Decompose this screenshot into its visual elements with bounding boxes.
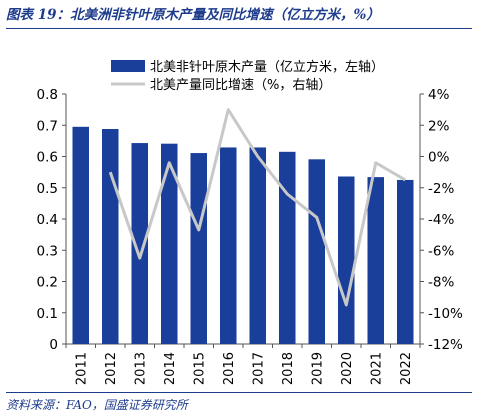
bar-2020 — [337, 176, 355, 344]
x-tick-label: 2020 — [340, 352, 355, 385]
y-left-tick-label: 0.4 — [37, 212, 58, 228]
y-left-tick-label: 0.8 — [37, 87, 58, 103]
title-rule — [6, 28, 472, 29]
x-tick-label: 2012 — [104, 352, 119, 385]
x-tick-label: 2015 — [192, 352, 207, 385]
bar-2015 — [190, 153, 208, 344]
y-right-tick-label: -4% — [428, 212, 454, 228]
y-right-tick-label: 0% — [428, 150, 450, 166]
y-right-tick-label: -2% — [428, 181, 454, 197]
bar-2019 — [308, 159, 326, 344]
bar-2022 — [396, 179, 414, 344]
y-left-tick-label: 0.7 — [37, 118, 58, 134]
y-right-tick-label: -8% — [428, 275, 454, 291]
line-layer — [108, 108, 407, 307]
y-left-tick-label: 0 — [49, 337, 58, 353]
bar-2016 — [219, 147, 237, 344]
bar-2014 — [160, 143, 178, 344]
legend-swatch-bar — [111, 60, 145, 72]
y-right-tick-label: -12% — [428, 337, 463, 353]
x-tick-label: 2021 — [369, 352, 384, 385]
x-tick-label: 2018 — [281, 352, 296, 385]
bar-2017 — [249, 147, 267, 344]
legend-label-bar: 北美非针叶原木产量（亿立方米，左轴） — [150, 59, 384, 75]
figure-source: 资料来源：FAO，国盛证券研究所 — [6, 398, 188, 412]
bar-2013 — [131, 143, 149, 344]
bar-2011 — [72, 126, 90, 344]
x-tick-label: 2014 — [163, 352, 178, 385]
y-left-tick-label: 0.3 — [37, 243, 58, 259]
source-rule — [6, 392, 472, 393]
y-left-tick-label: 0.6 — [37, 150, 58, 166]
x-tick-label: 2016 — [222, 352, 237, 385]
x-tick-label: 2011 — [74, 352, 89, 385]
bars-layer — [72, 126, 414, 344]
bar-2018 — [278, 151, 296, 344]
y-right-tick-label: -10% — [428, 306, 463, 322]
y-right-tick-label: 2% — [428, 118, 450, 134]
x-tick-label: 2019 — [310, 352, 325, 385]
x-tick-label: 2013 — [133, 352, 148, 385]
y-right-tick-label: -6% — [428, 243, 454, 259]
legend-label-line: 北美产量同比增速（%，右轴） — [150, 78, 331, 93]
y-left-tick-label: 0.1 — [37, 306, 58, 322]
y-left-tick-label: 0.5 — [37, 181, 58, 197]
x-tick-label: 2017 — [251, 352, 266, 385]
legend-layer: 北美非针叶原木产量（亿立方米，左轴） 北美产量同比增速（%，右轴） — [111, 59, 384, 93]
bar-2012 — [101, 129, 119, 344]
y-right-tick-label: 4% — [428, 87, 450, 103]
y-left-tick-label: 0.2 — [37, 275, 58, 291]
bar-2021 — [367, 177, 385, 344]
figure-title: 图表 19：北美洲非针叶原木产量及同比增速（亿立方米，%） — [6, 7, 380, 23]
axes-layer: 0 0.1 0.2 0.3 0.4 0.5 0.6 0.7 0.8 -12% -10% -8% -6% -… — [37, 87, 464, 385]
x-tick-label: 2022 — [399, 352, 414, 385]
